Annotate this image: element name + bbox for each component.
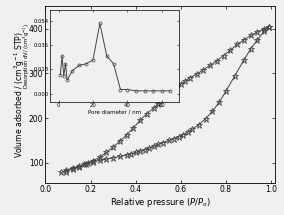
Y-axis label: Volume adsorbed / (cm$^3$g$^{-1}$ STP): Volume adsorbed / (cm$^3$g$^{-1}$ STP) <box>12 31 27 158</box>
X-axis label: Relative pressure ($P/P_o$): Relative pressure ($P/P_o$) <box>110 196 211 209</box>
